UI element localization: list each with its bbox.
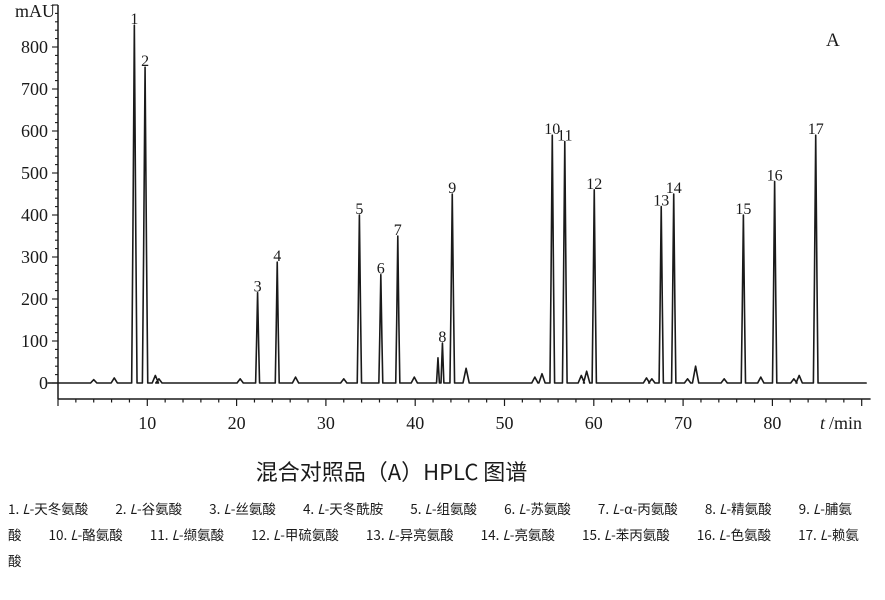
svg-text:11: 11 [557,128,572,145]
svg-text:14: 14 [666,180,682,197]
svg-text:700: 700 [21,79,48,99]
svg-text:17: 17 [808,121,824,138]
svg-text:mAU: mAU [15,1,55,21]
svg-text:9: 9 [448,180,456,197]
svg-text:600: 600 [21,121,48,141]
svg-text:3: 3 [254,279,262,296]
svg-text:0: 0 [39,373,48,393]
svg-text:2: 2 [141,53,149,70]
svg-text:80: 80 [763,413,781,433]
svg-text:1: 1 [130,11,138,28]
svg-text:500: 500 [21,163,48,183]
svg-text:70: 70 [674,413,692,433]
svg-text:A: A [826,30,840,51]
svg-text:200: 200 [21,289,48,309]
svg-text:30: 30 [317,413,335,433]
svg-text:/min: /min [829,413,862,433]
svg-text:5: 5 [355,201,363,218]
svg-text:20: 20 [228,413,246,433]
svg-text:8: 8 [438,329,446,346]
svg-text:6: 6 [377,261,385,278]
svg-text:15: 15 [735,201,751,218]
svg-text:10: 10 [138,413,156,433]
svg-text:100: 100 [21,331,48,351]
svg-text:400: 400 [21,205,48,225]
svg-text:40: 40 [406,413,424,433]
svg-text:60: 60 [585,413,603,433]
svg-text:4: 4 [273,248,281,265]
svg-text:16: 16 [767,167,783,184]
svg-text:t: t [820,413,826,433]
svg-text:12: 12 [586,176,602,193]
svg-text:300: 300 [21,247,48,267]
svg-text:50: 50 [496,413,514,433]
svg-text:7: 7 [394,222,402,239]
svg-text:800: 800 [21,37,48,57]
